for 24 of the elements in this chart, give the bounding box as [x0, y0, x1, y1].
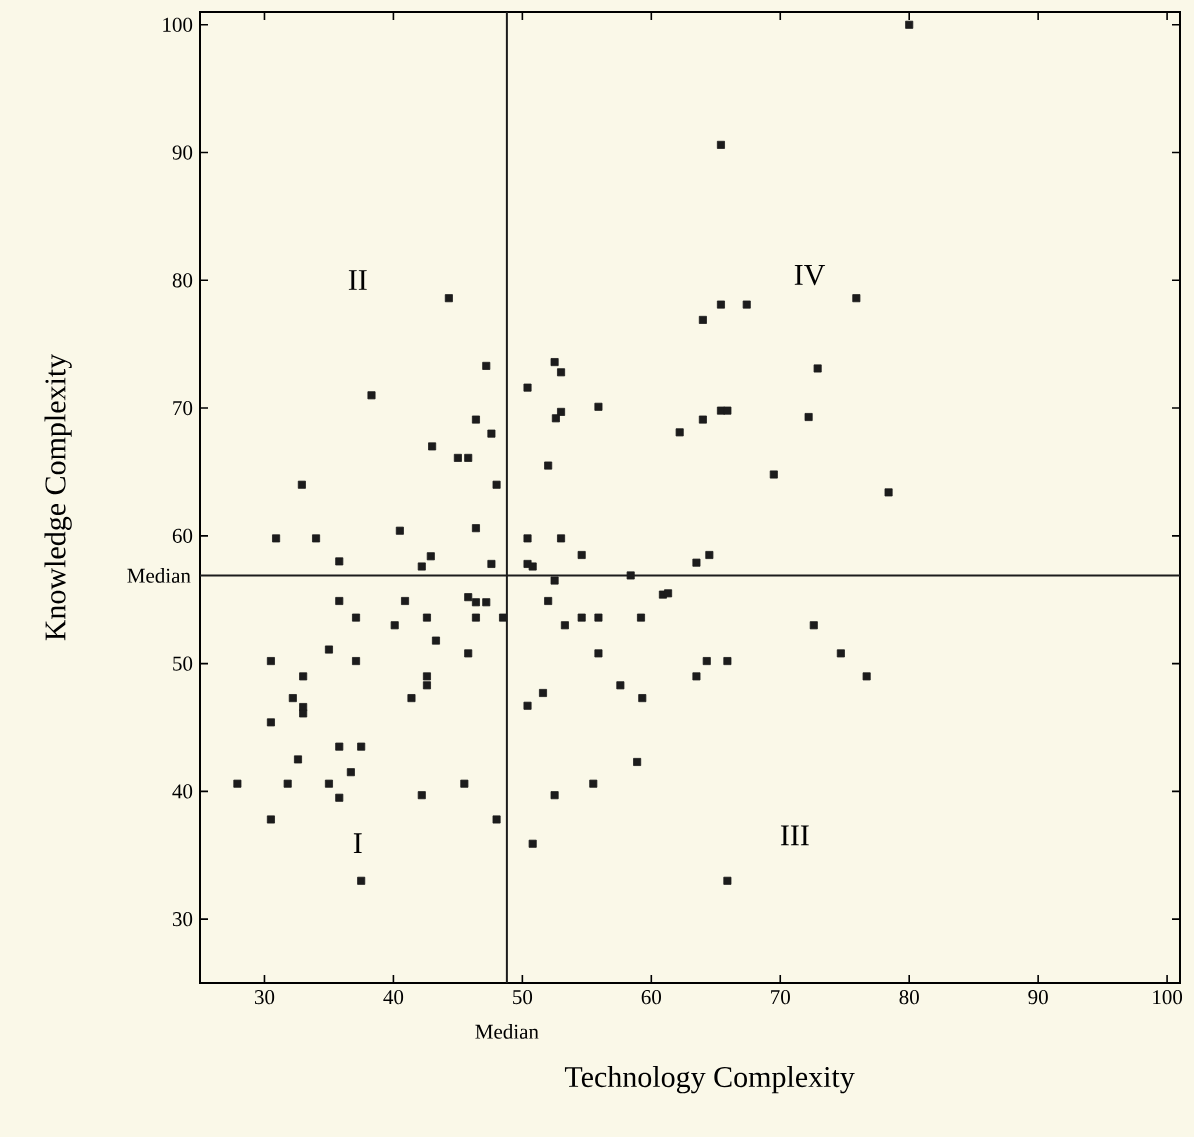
x-tick-label: 40 [383, 990, 404, 1005]
annotation: IV [794, 265, 826, 286]
y-tick-label: 80 [172, 273, 193, 288]
ref-line-label: Median [475, 1024, 539, 1039]
annotation: II [348, 270, 367, 290]
y-tick-label: 30 [172, 912, 193, 927]
x-tick-label: 80 [899, 990, 919, 1005]
annotation: III [780, 825, 809, 846]
x-tick-label: 30 [254, 990, 275, 1005]
y-tick-label: 90 [172, 145, 193, 160]
y-axis-title: Knowledge Complexity [44, 353, 72, 641]
y-tick-label: 40 [172, 784, 193, 799]
x-tick-label: 50 [513, 990, 533, 1005]
y-tick-label: 100 [163, 17, 193, 32]
x-tick-label: 70 [771, 990, 790, 1005]
y-tick-label: 60 [172, 528, 193, 543]
annotation: I [353, 833, 362, 853]
y-tick-label: 50 [173, 656, 193, 671]
x-tick-label: 90 [1028, 990, 1048, 1005]
x-tick-label: 100 [1153, 990, 1183, 1005]
ref-line-label: Median [127, 568, 191, 583]
x-axis-title: Technology Complexity [564, 1066, 855, 1094]
x-tick-label: 60 [641, 990, 661, 1005]
y-tick-label: 70 [173, 400, 193, 416]
